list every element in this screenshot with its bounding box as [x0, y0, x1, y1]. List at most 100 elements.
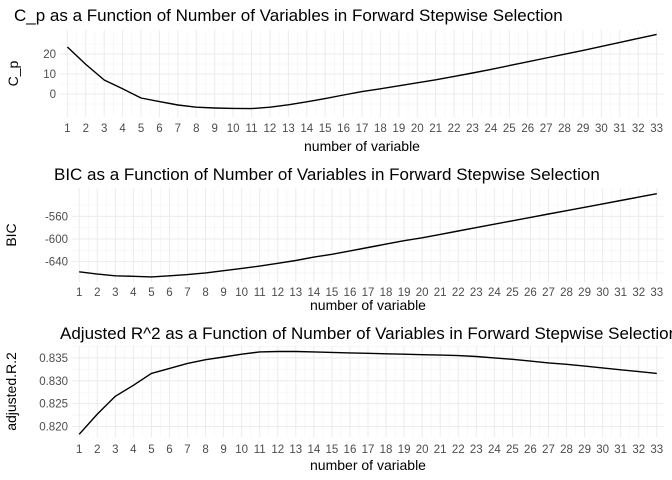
bic-x-tick-label: 27: [542, 287, 555, 299]
cp-x-tick-label: 9: [211, 123, 217, 135]
cp-y-axis-title: C_p: [5, 60, 21, 86]
r2-x-tick-label: 3: [112, 444, 118, 456]
bic-y-tick-label: -600: [45, 234, 68, 246]
cp-x-tick-label: 4: [119, 123, 126, 135]
cp-series-line: [66, 33, 657, 110]
bic-x-tick-label: 15: [326, 287, 339, 299]
bic-x-axis-title: number of variable: [310, 297, 426, 313]
cp-y-tick-label: 10: [43, 69, 56, 81]
r2-x-tick-label: 13: [289, 444, 302, 456]
bic-x-tick-label: 10: [235, 287, 248, 299]
cp-x-tick-label: 18: [374, 123, 387, 135]
bic-x-tick-label: 31: [614, 287, 627, 299]
bic-x-tick-label: 22: [452, 287, 465, 299]
bic-chart-title: BIC as a Function of Number of Variables…: [54, 165, 600, 184]
cp-x-tick-label: 27: [540, 123, 553, 135]
r2-x-tick-label: 15: [326, 444, 339, 456]
r2-x-tick-label: 1: [76, 444, 82, 456]
r2-x-tick-label: 18: [380, 444, 393, 456]
cp-x-tick-label: 11: [246, 123, 258, 135]
bic-x-tick-label: 30: [596, 287, 609, 299]
bic-x-tick-label: 24: [488, 287, 501, 299]
r2-x-tick-label: 32: [632, 444, 645, 456]
r2-chart-title: Adjusted R^2 as a Function of Number of …: [60, 324, 672, 343]
r2-x-tick-label: 12: [271, 444, 284, 456]
cp-chart-title: C_p as a Function of Number of Variables…: [14, 6, 563, 25]
cp-x-tick-label: 16: [337, 123, 350, 135]
bic-x-tick-label: 3: [112, 287, 118, 299]
bic-x-tick-label: 2: [94, 287, 100, 299]
cp-x-tick-label: 33: [650, 123, 663, 135]
r2-x-tick-label: 11: [254, 444, 266, 456]
bic-y-tick-label: -640: [45, 257, 68, 269]
r2-x-tick-label: 25: [506, 444, 519, 456]
bic-x-tick-label: 8: [202, 287, 208, 299]
cp-x-tick-label: 6: [156, 123, 162, 135]
r2-y-tick-label: 0.825: [39, 399, 68, 411]
cp-x-tick-label: 12: [264, 123, 277, 135]
adjusted-r2-chart: 1 2 3 4 5 6 7 8 9 10 11 12 13 14 15 16 17 18 19 20 21 22 23 24 2…: [3, 324, 672, 473]
bic-x-tick-label: 9: [220, 287, 226, 299]
r2-x-tick-label: 20: [416, 444, 429, 456]
cp-x-tick-label: 8: [193, 123, 199, 135]
bic-series-line: [79, 193, 657, 278]
r2-x-tick-label: 7: [184, 444, 190, 456]
cp-x-tick-label: 10: [227, 123, 240, 135]
cp-x-tick-label: 24: [485, 123, 498, 135]
cp-x-tick-label: 29: [577, 123, 590, 135]
cp-x-tick-label: 20: [411, 123, 424, 135]
cp-x-tick-label: 32: [632, 123, 645, 135]
cp-x-tick-label: 7: [175, 123, 181, 135]
r2-x-tick-label: 9: [220, 444, 226, 456]
r2-x-tick-label: 19: [398, 444, 411, 456]
r2-x-tick-label: 10: [235, 444, 248, 456]
r2-x-tick-label: 30: [596, 444, 609, 456]
r2-x-tick-label: 17: [362, 444, 375, 456]
bic-y-axis-title: BIC: [3, 223, 19, 246]
cp-x-tick-label: 13: [282, 123, 295, 135]
bic-x-tick-label: 4: [130, 287, 137, 299]
r2-x-tick-label: 16: [344, 444, 357, 456]
bic-x-tick-label: 23: [470, 287, 483, 299]
cp-x-tick-label: 28: [558, 123, 571, 135]
r2-x-axis-title: number of variable: [310, 457, 426, 473]
bic-x-tick-label: 6: [166, 287, 172, 299]
bic-x-tick-label: 21: [434, 287, 447, 299]
cp-chart: 1 2 3 4 5 6 7 8 9 10 11 12 13 14 15 16 17 18 19 20 21 22 23 24 2…: [5, 6, 664, 154]
cp-x-tick-label: 19: [392, 123, 405, 135]
cp-x-tick-label: 3: [101, 123, 107, 135]
bic-x-tick-label: 16: [344, 287, 357, 299]
bic-x-tick-label: 32: [632, 287, 645, 299]
r2-x-tick-label: 31: [614, 444, 627, 456]
bic-x-tick-label: 7: [184, 287, 190, 299]
r2-series-line: [78, 350, 657, 435]
r2-x-tick-label: 14: [307, 444, 320, 456]
bic-x-tick-label: 19: [398, 287, 411, 299]
bic-x-tick-label: 17: [362, 287, 375, 299]
cp-x-tick-label: 21: [429, 123, 442, 135]
r2-x-tick-label: 8: [202, 444, 208, 456]
bic-x-tick-label: 33: [650, 287, 663, 299]
r2-y-tick-label: 0.830: [39, 376, 68, 388]
r2-x-tick-label: 26: [524, 444, 537, 456]
r2-x-tick-label: 29: [578, 444, 591, 456]
r2-x-tick-label: 5: [148, 444, 154, 456]
r2-x-tick-label: 2: [94, 444, 100, 456]
cp-x-tick-label: 1: [64, 123, 70, 135]
r2-x-tick-label: 33: [650, 444, 663, 456]
r2-x-tick-label: 24: [488, 444, 501, 456]
r2-x-tick-label: 6: [166, 444, 172, 456]
cp-y-tick-label: 20: [43, 49, 56, 61]
bic-x-tick-label: 20: [416, 287, 429, 299]
cp-x-tick-label: 5: [138, 123, 144, 135]
cp-x-tick-label: 30: [595, 123, 608, 135]
r2-x-tick-label: 4: [130, 444, 137, 456]
bic-x-tick-label: 1: [76, 287, 82, 299]
r2-x-tick-label: 23: [470, 444, 483, 456]
cp-x-tick-label: 17: [356, 123, 369, 135]
cp-x-tick-label: 22: [448, 123, 461, 135]
r2-y-tick-label: 0.835: [39, 353, 68, 365]
cp-x-tick-label: 25: [503, 123, 516, 135]
bic-chart: 1 2 3 4 5 6 7 8 9 10 11 12 13 14 15 16 17 18 19 20 21 22 23 24 2…: [3, 165, 664, 313]
bic-x-tick-label: 28: [560, 287, 573, 299]
